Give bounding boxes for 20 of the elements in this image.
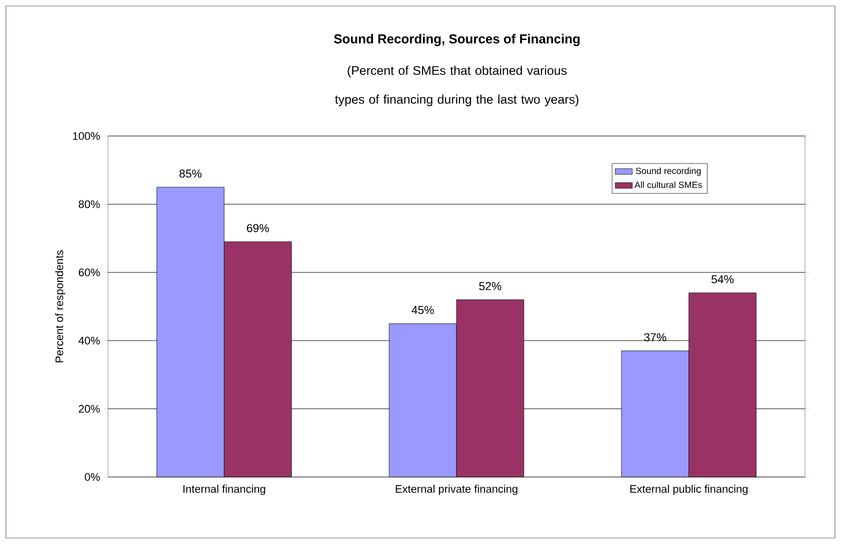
y-tick-label: 20%: [78, 404, 100, 413]
chart-title: Sound Recording, Sources of Financing: [334, 34, 580, 46]
y-tick-label: 100%: [73, 132, 100, 140]
y-axis-title: Percent of respondents: [55, 250, 66, 362]
y-tick-label: 80%: [78, 200, 100, 208]
y-tick-label: 60%: [78, 268, 100, 276]
data-label: 45%: [412, 306, 434, 314]
data-label: 52%: [479, 282, 502, 290]
x-tick-label: External private financing: [396, 484, 518, 495]
legend-label: All cultural SMEs: [634, 181, 702, 188]
y-tick-label: 0%: [84, 473, 100, 481]
text: (Percent of SMEs that obtained various types of financing during the last two years): [335, 66, 578, 106]
data-label: 37%: [644, 333, 666, 342]
y-tick-label: 40%: [78, 336, 100, 344]
data-label: 85%: [180, 170, 202, 178]
data-label: 54%: [712, 275, 734, 284]
legend-label: Sound recording: [636, 167, 701, 176]
x-tick-label: External public financing: [630, 484, 748, 495]
x-tick-label: Internal financing: [183, 484, 266, 495]
data-label: 69%: [246, 224, 269, 232]
